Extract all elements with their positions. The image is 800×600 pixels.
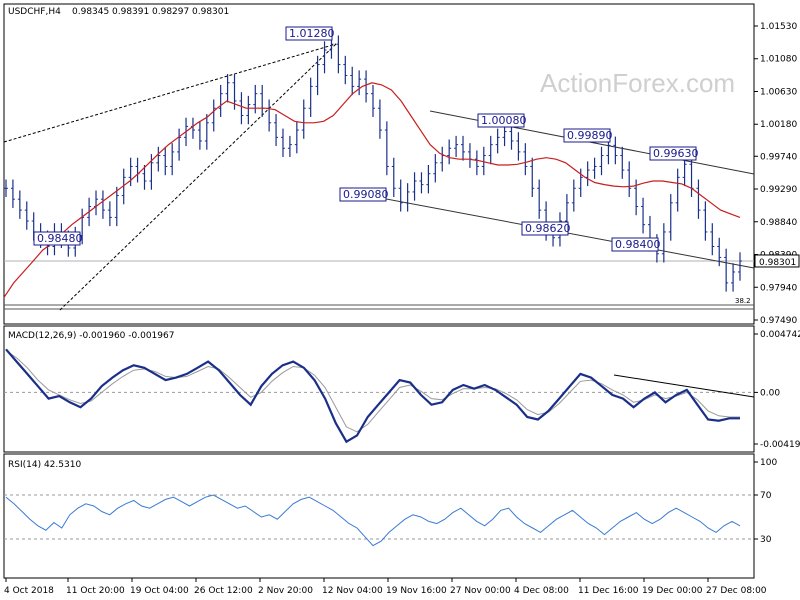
swing-label-box: [649, 146, 697, 161]
swing-label: 0.98400: [615, 238, 661, 251]
swing-label-box: [563, 128, 611, 143]
swing-label-box: [339, 187, 387, 202]
main-y-tick-label: 1.00630: [760, 87, 797, 97]
swing-label-box: [521, 221, 569, 236]
rsi-y-tick-label: 100: [760, 458, 777, 468]
x-tick-label: 4 Dec 08:00: [514, 586, 569, 596]
x-tick-label: 27 Dec 08:00: [706, 586, 767, 596]
swing-label: 1.00080: [481, 114, 527, 127]
x-tick-label: 19 Dec 00:00: [642, 586, 703, 596]
main-y-tick-label: 0.99290: [760, 185, 797, 195]
swing-label: 0.99630: [653, 147, 699, 160]
x-tick-label: 11 Oct 20:00: [66, 586, 125, 596]
ohlc-open: 0.98345: [72, 7, 109, 17]
rsi-panel-frame: [3, 453, 755, 579]
moving-average-line: [3, 82, 741, 298]
fib-label: 38.2: [735, 297, 751, 305]
last-price-box: [754, 254, 800, 268]
main-y-tick-label: 0.99740: [760, 152, 797, 162]
x-tick-label: 19 Oct 04:00: [130, 586, 189, 596]
dotted-trendline-upper: [3, 43, 337, 143]
main-y-tick-label: 0.98840: [760, 218, 797, 228]
x-tick-label: 11 Dec 16:00: [578, 586, 639, 596]
ohlc-close: 0.98301: [192, 7, 229, 17]
last-price-label: 0.98301: [759, 258, 796, 268]
swing-label: 0.98620: [525, 222, 571, 235]
watermark: ActionForex.com: [540, 68, 735, 98]
main-y-tick-label: 0.97940: [760, 283, 797, 293]
x-tick-label: 26 Oct 12:00: [194, 586, 253, 596]
swing-label: 0.98480: [37, 232, 83, 245]
ohlc-low: 0.98297: [152, 7, 189, 17]
rsi-y-tick-label: 30: [760, 535, 772, 545]
macd-y-tick-label: 0.004742: [760, 330, 800, 340]
x-tick-label: 2 Nov 20:00: [258, 586, 313, 596]
x-tick-label: 27 Nov 00:00: [450, 586, 511, 596]
swing-label: 0.99080: [343, 188, 389, 201]
main-panel-frame: [3, 3, 755, 325]
rsi-line: [5, 494, 741, 547]
macd-y-tick-label: 0.00: [760, 388, 780, 398]
swing-label-box: [285, 26, 333, 41]
main-y-tick-label: 1.00180: [760, 120, 797, 130]
macd-y-tick-label: -0.00419: [760, 440, 800, 450]
macd-trendline: [613, 374, 755, 398]
swing-label: 0.99890: [567, 129, 613, 142]
macd-main-line: [5, 348, 740, 444]
main-y-tick-label: 1.01530: [760, 22, 797, 32]
macd-signal-line: [5, 350, 740, 433]
macd-title: MACD(12,26,9) -0.001960 -0.001967: [8, 331, 174, 341]
swing-label: 1.01280: [289, 27, 335, 40]
chart-title: USDCHF,H4: [8, 7, 61, 17]
x-tick-label: 4 Oct 2018: [4, 586, 54, 596]
x-tick-label: 19 Nov 16:00: [386, 586, 447, 596]
swing-label-box: [611, 237, 659, 252]
main-y-tick-label: 0.97490: [760, 316, 797, 326]
macd-panel-frame: [3, 325, 755, 453]
dotted-trendline-lower: [59, 43, 337, 311]
swing-label-box: [477, 113, 525, 128]
swing-label-box: [33, 231, 81, 246]
x-tick-label: 12 Nov 04:00: [322, 586, 383, 596]
rsi-y-tick-label: 70: [760, 491, 772, 501]
rsi-title: RSI(14) 42.5310: [8, 460, 81, 470]
main-y-tick-label: 1.01080: [760, 55, 797, 65]
ohlc-high: 0.98391: [112, 7, 149, 17]
